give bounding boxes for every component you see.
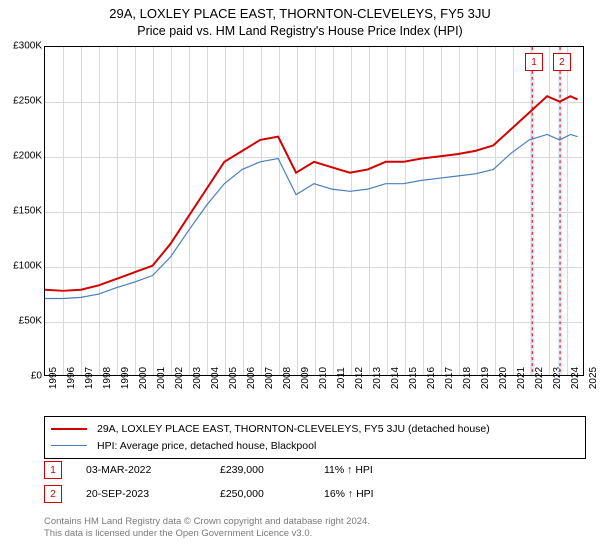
legend-swatch (51, 445, 87, 446)
y-axis-tick-label: £0 (31, 371, 42, 382)
transaction-price: £250,000 (220, 488, 300, 500)
transaction-marker: 2 (44, 485, 62, 503)
footer-line: This data is licensed under the Open Gov… (44, 528, 586, 540)
y-axis-tick-label: £150K (13, 206, 42, 217)
transaction-row: 2 20-SEP-2023 £250,000 16% ↑ HPI (44, 482, 586, 506)
transaction-date: 03-MAR-2022 (86, 464, 196, 476)
annotation-marker: 2 (553, 53, 571, 71)
footer-attribution: Contains HM Land Registry data © Crown c… (44, 516, 586, 540)
chart-title-main: 29A, LOXLEY PLACE EAST, THORNTON-CLEVELE… (0, 0, 600, 21)
y-axis-tick-label: £300K (13, 41, 42, 52)
y-axis-tick-label: £100K (13, 261, 42, 272)
legend-item-address: 29A, LOXLEY PLACE EAST, THORNTON-CLEVELE… (51, 420, 579, 437)
transaction-date: 20-SEP-2023 (86, 488, 196, 500)
transaction-row: 1 03-MAR-2022 £239,000 11% ↑ HPI (44, 458, 586, 482)
transaction-hpi: 16% ↑ HPI (324, 488, 414, 500)
legend-label: HPI: Average price, detached house, Blac… (97, 440, 316, 452)
chart-title-sub: Price paid vs. HM Land Registry's House … (0, 21, 600, 42)
footer-line: Contains HM Land Registry data © Crown c… (44, 516, 586, 528)
legend: 29A, LOXLEY PLACE EAST, THORNTON-CLEVELE… (44, 416, 586, 459)
legend-item-hpi: HPI: Average price, detached house, Blac… (51, 437, 579, 454)
y-axis-tick-label: £200K (13, 151, 42, 162)
x-axis-tick-label: 2025 (588, 367, 599, 389)
transactions-table: 1 03-MAR-2022 £239,000 11% ↑ HPI 2 20-SEP-202… (44, 458, 586, 506)
annotation-marker: 1 (525, 53, 543, 71)
transaction-hpi: 11% ↑ HPI (324, 464, 414, 476)
chart-area: 12 (44, 46, 584, 376)
chart-svg (45, 47, 583, 375)
legend-swatch (51, 428, 87, 430)
transaction-price: £239,000 (220, 464, 300, 476)
y-axis-tick-label: £50K (19, 316, 42, 327)
y-axis-tick-label: £250K (13, 96, 42, 107)
transaction-marker: 1 (44, 461, 62, 479)
legend-label: 29A, LOXLEY PLACE EAST, THORNTON-CLEVELE… (97, 423, 490, 435)
